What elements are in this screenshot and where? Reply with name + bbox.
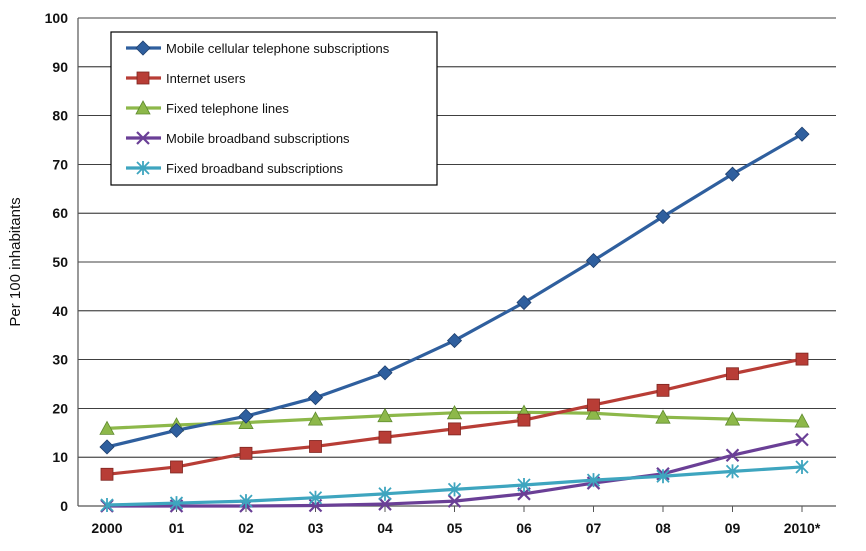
y-tick-label: 60 (52, 205, 68, 221)
data-point (656, 469, 670, 484)
data-point (517, 413, 531, 427)
data-point (586, 473, 601, 488)
data-point (99, 420, 115, 435)
legend-swatch-marker (136, 161, 150, 175)
data-point (446, 404, 463, 420)
data-point (585, 405, 602, 420)
data-point (378, 430, 392, 444)
y-tick-label: 10 (52, 449, 68, 465)
x-tick-label: 02 (238, 520, 254, 536)
legend: Mobile cellular telephone subscriptions I… (110, 31, 438, 186)
x-tick-label: 08 (655, 520, 671, 536)
data-point (447, 494, 462, 508)
data-point (239, 446, 253, 460)
data-point (309, 440, 322, 453)
y-tick-label: 30 (52, 352, 68, 368)
data-point (100, 498, 114, 513)
data-point (795, 352, 809, 366)
data-point (446, 333, 463, 349)
x-tick-label: 2000 (91, 520, 122, 536)
y-tick-label: 70 (52, 156, 68, 172)
data-point (655, 209, 671, 225)
data-point (307, 390, 324, 406)
x-tick-label: 04 (377, 520, 393, 536)
data-point (307, 411, 324, 426)
data-point (378, 497, 392, 511)
data-point (655, 409, 671, 424)
x-tick-label: 05 (447, 520, 463, 536)
data-point (448, 422, 461, 436)
data-point (308, 490, 323, 505)
data-point (724, 166, 741, 182)
y-tick-label: 50 (52, 254, 68, 270)
data-point (377, 407, 393, 423)
series-2 (99, 404, 810, 435)
x-tick-label: 2010* (784, 520, 821, 536)
data-point (238, 408, 254, 424)
legend-entry: Fixed broadband subscriptions (166, 161, 344, 176)
data-point (585, 252, 602, 269)
y-tick-label: 100 (45, 10, 69, 26)
data-point (587, 398, 600, 412)
data-point (516, 294, 532, 311)
x-tick-label: 03 (308, 520, 324, 536)
legend-swatch-marker (135, 40, 151, 56)
y-tick-label: 80 (52, 108, 68, 124)
grid-lines (77, 17, 836, 507)
y-tick-label: 0 (60, 498, 68, 514)
series-4 (100, 459, 809, 513)
data-point (795, 432, 809, 447)
series-group (99, 126, 810, 513)
data-point (170, 460, 183, 474)
x-tick-label: 01 (169, 520, 185, 536)
y-tick-label: 20 (52, 400, 68, 416)
data-point (378, 486, 392, 501)
y-tick-label: 40 (52, 303, 68, 319)
data-point (377, 365, 393, 381)
data-point (794, 413, 810, 428)
x-tick-label: 07 (586, 520, 602, 536)
legend-swatch-marker (135, 100, 151, 115)
legend-entry: Fixed telephone lines (166, 101, 289, 116)
x-tick-label: 09 (725, 520, 741, 536)
data-point (447, 482, 462, 497)
legend-box (110, 31, 438, 186)
data-point (726, 367, 739, 381)
y-axis: 0 10 20 30 40 50 60 70 80 90 100 (45, 10, 69, 514)
data-point (656, 383, 670, 397)
data-point (100, 467, 114, 481)
series-1 (100, 352, 809, 481)
data-point (239, 494, 253, 509)
y-axis-label: Per 100 inhabitants (7, 197, 24, 326)
data-point (168, 422, 185, 438)
legend-entry: Mobile broadband subscriptions (166, 131, 350, 146)
data-point (725, 448, 740, 463)
data-point (99, 439, 115, 455)
data-point (724, 411, 741, 426)
data-point (517, 478, 531, 493)
data-point (169, 496, 184, 511)
legend-entry: Mobile cellular telephone subscriptions (166, 41, 390, 56)
legend-entry: Internet users (166, 71, 246, 86)
x-tick-label: 06 (516, 520, 532, 536)
x-axis: 2000 01 02 03 04 05 06 07 08 09 2010* (91, 506, 821, 536)
y-tick-label: 90 (52, 59, 68, 75)
series-0 (99, 126, 810, 455)
legend-swatch-marker (136, 71, 150, 85)
data-point (795, 459, 809, 474)
data-point (794, 126, 810, 142)
data-point (725, 464, 740, 479)
legend-swatch-marker (136, 131, 150, 145)
